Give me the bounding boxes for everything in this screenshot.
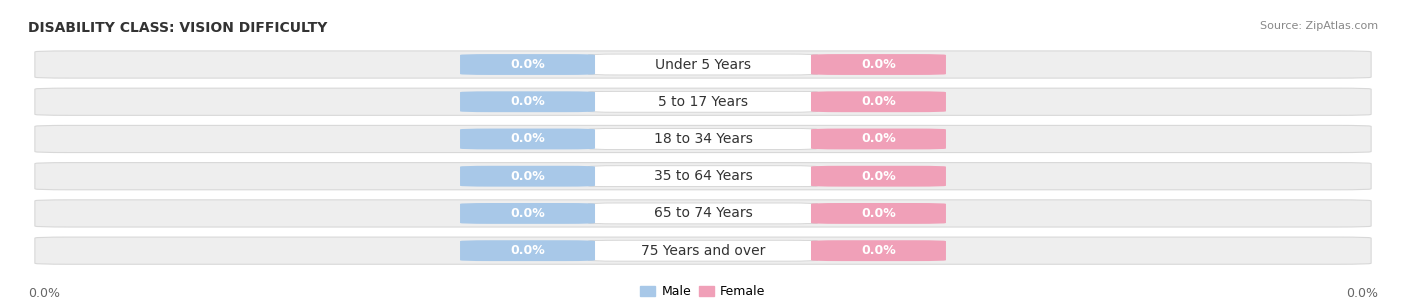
FancyBboxPatch shape <box>35 200 1371 227</box>
Text: 5 to 17 Years: 5 to 17 Years <box>658 95 748 109</box>
Text: 0.0%: 0.0% <box>860 170 896 183</box>
Text: DISABILITY CLASS: VISION DIFFICULTY: DISABILITY CLASS: VISION DIFFICULTY <box>28 21 328 35</box>
Text: 0.0%: 0.0% <box>510 95 546 108</box>
FancyBboxPatch shape <box>811 91 946 112</box>
FancyBboxPatch shape <box>811 240 946 261</box>
FancyBboxPatch shape <box>460 129 595 149</box>
FancyBboxPatch shape <box>588 54 818 75</box>
FancyBboxPatch shape <box>460 91 595 112</box>
Text: 0.0%: 0.0% <box>860 95 896 108</box>
FancyBboxPatch shape <box>460 203 595 224</box>
Text: 0.0%: 0.0% <box>28 287 60 300</box>
Text: 65 to 74 Years: 65 to 74 Years <box>654 207 752 220</box>
Text: 0.0%: 0.0% <box>860 207 896 220</box>
Text: 75 Years and over: 75 Years and over <box>641 244 765 258</box>
Text: Source: ZipAtlas.com: Source: ZipAtlas.com <box>1260 21 1378 32</box>
Text: 35 to 64 Years: 35 to 64 Years <box>654 169 752 183</box>
FancyBboxPatch shape <box>588 166 818 187</box>
FancyBboxPatch shape <box>811 129 946 149</box>
Text: 0.0%: 0.0% <box>1346 287 1378 300</box>
FancyBboxPatch shape <box>35 237 1371 264</box>
FancyBboxPatch shape <box>35 162 1371 190</box>
FancyBboxPatch shape <box>811 54 946 75</box>
Text: 0.0%: 0.0% <box>860 58 896 71</box>
FancyBboxPatch shape <box>588 240 818 261</box>
FancyBboxPatch shape <box>460 54 595 75</box>
FancyBboxPatch shape <box>811 203 946 224</box>
Text: 0.0%: 0.0% <box>510 244 546 257</box>
FancyBboxPatch shape <box>35 51 1371 78</box>
Text: 0.0%: 0.0% <box>510 207 546 220</box>
Legend: Male, Female: Male, Female <box>636 280 770 303</box>
Text: 0.0%: 0.0% <box>860 244 896 257</box>
FancyBboxPatch shape <box>35 125 1371 153</box>
Text: Under 5 Years: Under 5 Years <box>655 58 751 72</box>
FancyBboxPatch shape <box>460 240 595 261</box>
FancyBboxPatch shape <box>588 91 818 112</box>
FancyBboxPatch shape <box>35 88 1371 115</box>
Text: 0.0%: 0.0% <box>860 132 896 145</box>
FancyBboxPatch shape <box>811 166 946 187</box>
Text: 0.0%: 0.0% <box>510 170 546 183</box>
FancyBboxPatch shape <box>588 129 818 149</box>
Text: 18 to 34 Years: 18 to 34 Years <box>654 132 752 146</box>
FancyBboxPatch shape <box>588 203 818 224</box>
Text: 0.0%: 0.0% <box>510 132 546 145</box>
Text: 0.0%: 0.0% <box>510 58 546 71</box>
FancyBboxPatch shape <box>460 166 595 187</box>
